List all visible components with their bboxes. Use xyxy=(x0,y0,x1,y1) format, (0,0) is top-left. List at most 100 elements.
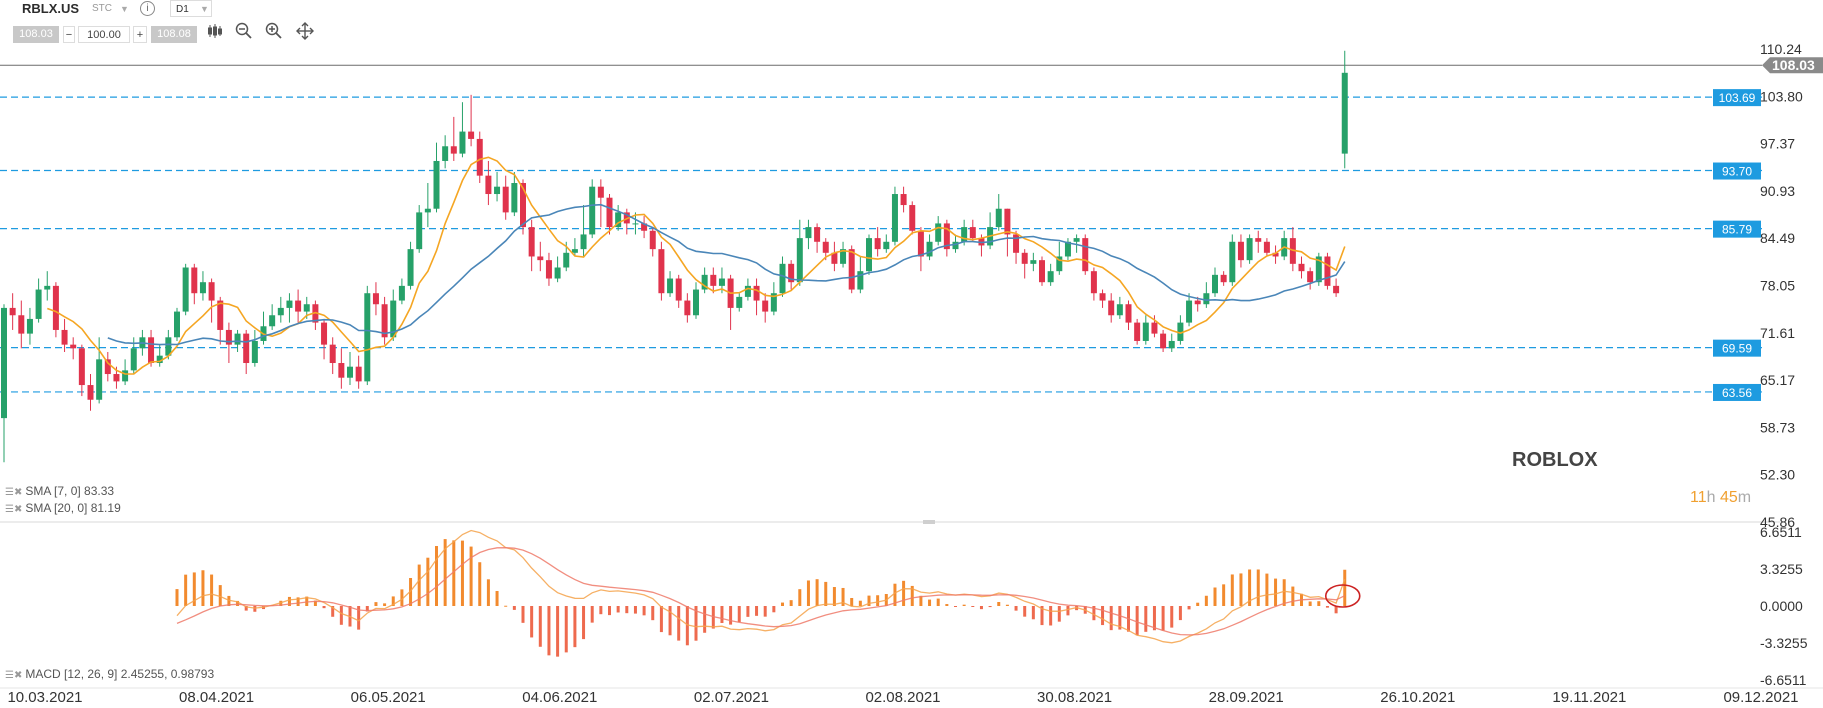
macd-histogram-bar xyxy=(279,600,283,606)
macd-histogram-bar xyxy=(478,562,482,606)
macd-legend[interactable]: ☰✖ MACD [12, 26, 9] 2.45255, 0.98793 xyxy=(5,667,214,681)
macd-histogram-bar xyxy=(339,606,343,625)
sma20-legend[interactable]: ☰✖ SMA [20, 0] 81.19 xyxy=(5,501,121,515)
candle-body xyxy=(1272,252,1279,257)
candle-body xyxy=(805,227,812,239)
macd-histogram-bar xyxy=(1170,606,1174,628)
candle-body xyxy=(1160,333,1167,349)
crosshair-icon[interactable] xyxy=(296,22,316,42)
ask-price[interactable]: 108.08 xyxy=(151,26,197,43)
macd-y-tick-label: -6.6511 xyxy=(1760,672,1807,688)
candle-body xyxy=(347,366,353,378)
sma20-legend-label: SMA [20, 0] 81.19 xyxy=(25,501,121,515)
macd-histogram-bar xyxy=(573,606,577,648)
candle-body xyxy=(416,212,423,250)
y-tick-label: 71.61 xyxy=(1760,325,1795,341)
symbol-dropdown-icon[interactable]: ▼ xyxy=(120,4,129,14)
macd-histogram-bar xyxy=(400,589,404,606)
candle-body xyxy=(18,315,25,334)
candle-body xyxy=(502,186,509,213)
macd-histogram-bar xyxy=(383,603,387,606)
timeframe-dropdown-icon[interactable]: ▼ xyxy=(200,4,209,14)
info-icon[interactable]: i xyxy=(140,1,155,16)
zoom-in-icon[interactable] xyxy=(265,22,283,40)
volume-plus-button[interactable]: + xyxy=(133,26,147,43)
candle-body xyxy=(900,194,907,206)
macd-histogram-bar xyxy=(322,606,326,609)
macd-histogram-bar xyxy=(1196,602,1200,606)
macd-histogram-bar xyxy=(979,606,983,610)
y-tick-label: 97.37 xyxy=(1760,136,1795,152)
macd-histogram-bar xyxy=(755,606,759,616)
x-tick-label: 02.08.2021 xyxy=(865,689,940,706)
candle-body xyxy=(424,208,431,213)
macd-histogram-bar xyxy=(236,600,240,606)
candle-body xyxy=(1263,241,1270,253)
pane-resize-handle xyxy=(923,520,935,524)
bid-price[interactable]: 108.03 xyxy=(13,26,59,43)
candle-body xyxy=(398,285,405,301)
chart-toolbar: RBLX.US STC ▼ i D1 ▼ 108.03 − 100.00 + 1… xyxy=(0,0,330,50)
macd-histogram-bar xyxy=(1101,606,1105,626)
macd-histogram-bar xyxy=(850,597,854,606)
macd-histogram-bar xyxy=(1343,569,1347,606)
macd-histogram-bar xyxy=(460,540,464,606)
macd-histogram-bar xyxy=(409,578,413,606)
candle-body xyxy=(511,183,518,213)
candle-body xyxy=(225,329,232,345)
candle-body xyxy=(217,300,224,330)
candle-body xyxy=(1082,238,1089,272)
macd-histogram-bar xyxy=(642,606,646,616)
candle-body xyxy=(796,238,803,283)
macd-histogram-bar xyxy=(538,606,542,647)
macd-histogram-bar xyxy=(175,589,179,606)
macd-histogram-bar xyxy=(1057,606,1061,622)
watermark-brand: ROBLOX xyxy=(1512,449,1598,471)
candle-body xyxy=(208,282,215,301)
level-label: 103.69 xyxy=(1719,91,1756,105)
y-tick-label: 90.93 xyxy=(1760,183,1795,199)
macd-histogram-bar xyxy=(296,597,300,606)
macd-histogram-bar xyxy=(1256,569,1260,606)
level-label-bg xyxy=(1713,162,1761,180)
candle-timer: 11h 45m xyxy=(1690,489,1751,507)
x-tick-label: 10.03.2021 xyxy=(7,689,82,706)
timer-minutes: 45 xyxy=(1719,489,1738,506)
settings-icon[interactable]: ☰✖ xyxy=(5,670,23,681)
macd-histogram-bar xyxy=(971,606,975,607)
candle-body xyxy=(243,333,250,364)
candle-body xyxy=(1255,238,1262,242)
candle-body xyxy=(494,186,501,195)
macd-histogram-bar xyxy=(633,606,637,614)
settings-icon[interactable]: ☰✖ xyxy=(5,487,23,498)
candles-icon[interactable] xyxy=(207,23,225,41)
sma7-legend-label: SMA [7, 0] 83.33 xyxy=(25,484,115,498)
zoom-out-icon[interactable] xyxy=(235,22,253,40)
candle-body xyxy=(1212,274,1218,294)
macd-histogram-bar xyxy=(512,606,516,610)
level-label-bg xyxy=(1713,89,1761,107)
candle-body xyxy=(476,138,483,176)
symbol-label[interactable]: RBLX.US xyxy=(22,1,80,16)
volume-minus-button[interactable]: − xyxy=(63,26,75,43)
macd-histogram-bar xyxy=(893,583,897,606)
volume-input[interactable]: 100.00 xyxy=(78,26,130,43)
sma7-legend[interactable]: ☰✖ SMA [7, 0] 83.33 xyxy=(5,484,114,498)
candle-body xyxy=(1047,271,1054,283)
candle-body xyxy=(891,194,898,242)
macd-y-tick-label: 0.0000 xyxy=(1760,598,1803,614)
candle-body xyxy=(269,315,276,327)
candle-body xyxy=(753,285,760,301)
candle-body xyxy=(303,304,310,312)
candle-body xyxy=(857,271,864,290)
macd-histogram-bar xyxy=(1066,606,1070,616)
candle-body xyxy=(1142,322,1149,341)
candle-body xyxy=(866,238,872,272)
macd-histogram-bar xyxy=(806,580,810,606)
timeframe-select[interactable]: D1 xyxy=(170,0,212,17)
macd-histogram-bar xyxy=(910,585,914,606)
macd-histogram-bar xyxy=(789,600,793,606)
settings-icon[interactable]: ☰✖ xyxy=(5,504,23,515)
macd-histogram-bar xyxy=(192,572,196,606)
